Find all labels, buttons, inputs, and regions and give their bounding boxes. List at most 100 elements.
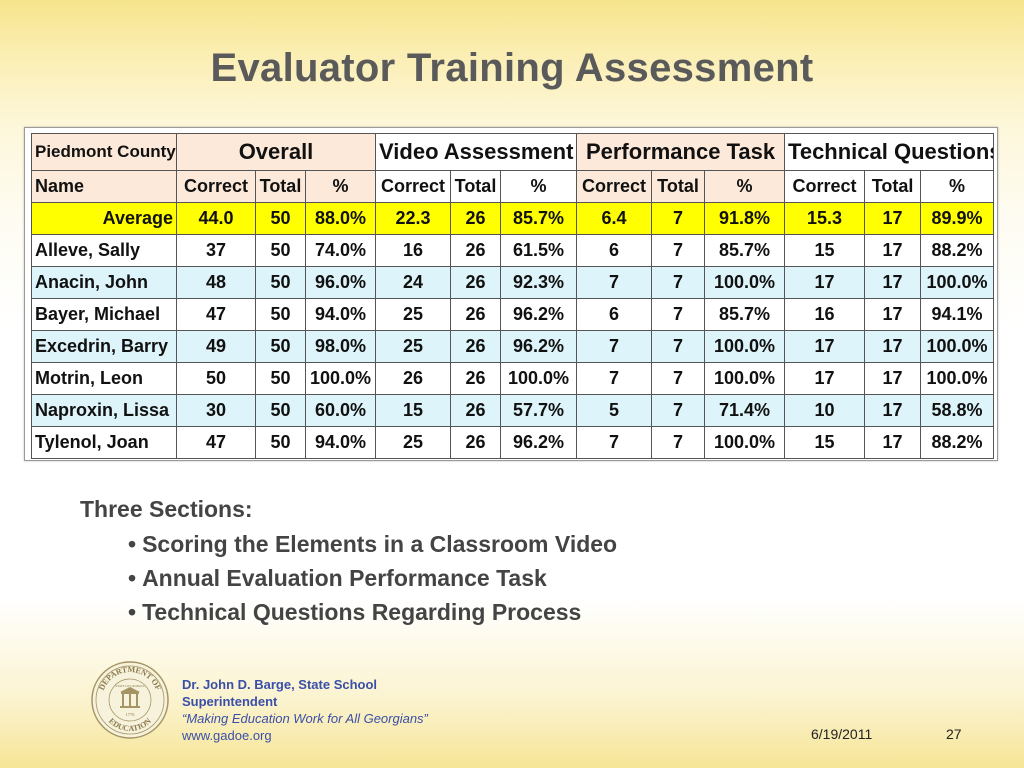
performance-correct-cell: 5 xyxy=(576,394,653,427)
list-item-text: Annual Evaluation Performance Task xyxy=(142,565,547,591)
sections-block: Three Sections: • Scoring the Elements in… xyxy=(80,496,617,629)
performance-percent-cell: 100.0% xyxy=(704,362,786,395)
overall-percent-cell: 60.0% xyxy=(305,394,376,427)
video-correct-cell: 24 xyxy=(375,266,451,299)
video-correct-cell: 26 xyxy=(375,362,451,395)
technical-percent-cell: 88.2% xyxy=(920,426,995,459)
superintendent-line-1: Dr. John D. Barge, State School xyxy=(182,677,378,692)
footer-tagline: “Making Education Work for All Georgians… xyxy=(182,711,428,726)
performance-correct-cell: 7 xyxy=(576,426,653,459)
video-total-cell: 26 xyxy=(450,394,501,427)
footer-url[interactable]: www.gadoe.org xyxy=(182,728,272,743)
video-correct-cell: 15 xyxy=(375,394,451,427)
average-overall-correct: 44.0 xyxy=(176,202,256,235)
overall-correct-header: Correct xyxy=(176,170,256,203)
technical-total-cell: 17 xyxy=(864,426,922,459)
performance-total-cell: 7 xyxy=(651,394,706,427)
video-total-cell: 26 xyxy=(450,362,501,395)
average-performance-correct: 6.4 xyxy=(576,202,653,235)
student-name: Motrin, Leon xyxy=(31,362,177,395)
overall-percent-cell: 94.0% xyxy=(305,298,376,331)
technical-percent-cell: 58.8% xyxy=(920,394,995,427)
overall-total-cell: 50 xyxy=(255,298,306,331)
performance-total-cell: 7 xyxy=(651,234,706,267)
performance-correct-cell: 7 xyxy=(576,362,653,395)
average-video-total: 26 xyxy=(450,202,501,235)
video-percent-cell: 96.2% xyxy=(499,330,578,363)
technical-total-cell: 17 xyxy=(864,298,922,331)
overall-total-cell: 50 xyxy=(255,394,306,427)
technical-percent-cell: 94.1% xyxy=(920,298,995,331)
section-overall-header: Overall xyxy=(176,133,376,171)
performance-correct-header: Correct xyxy=(576,170,653,203)
performance-percent-cell: 100.0% xyxy=(704,426,786,459)
video-percent-cell: 57.7% xyxy=(499,394,578,427)
overall-correct-cell: 49 xyxy=(176,330,256,363)
technical-correct-cell: 15 xyxy=(784,234,866,267)
student-name: Bayer, Michael xyxy=(31,298,177,331)
overall-percent-cell: 98.0% xyxy=(305,330,376,363)
performance-total-cell: 7 xyxy=(651,426,706,459)
video-percent-cell: 100.0% xyxy=(499,362,578,395)
technical-correct-cell: 16 xyxy=(784,298,866,331)
overall-correct-cell: 30 xyxy=(176,394,256,427)
table-row: Motrin, Leon 50 50 100.0% 26 26 100.0% 7 7 100.0%… xyxy=(31,362,995,395)
bullet-icon: • xyxy=(128,599,137,625)
technical-percent-cell: 88.2% xyxy=(920,234,995,267)
footer-info: Dr. John D. Barge, State School Superint… xyxy=(182,676,428,744)
seal-year: 1776 xyxy=(126,712,136,717)
average-technical-total: 17 xyxy=(864,202,922,235)
overall-total-header: Total xyxy=(255,170,306,203)
technical-correct-cell: 17 xyxy=(784,362,866,395)
average-overall-percent: 88.0% xyxy=(305,202,376,235)
average-technical-correct: 15.3 xyxy=(784,202,866,235)
overall-total-cell: 50 xyxy=(255,426,306,459)
video-total-cell: 26 xyxy=(450,426,501,459)
overall-percent-cell: 100.0% xyxy=(305,362,376,395)
video-correct-header: Correct xyxy=(375,170,451,203)
average-video-correct: 22.3 xyxy=(375,202,451,235)
performance-total-cell: 7 xyxy=(651,330,706,363)
performance-correct-cell: 6 xyxy=(576,298,653,331)
seal-inner-text: STATE OF GEORGIA xyxy=(115,684,145,688)
table-row: Tylenol, Joan 47 50 94.0% 25 26 96.2% 7 7 100.0% 1… xyxy=(31,426,995,459)
overall-correct-cell: 47 xyxy=(176,426,256,459)
list-item-text: Scoring the Elements in a Classroom Vide… xyxy=(142,531,618,557)
list-item: • Technical Questions Regarding Process xyxy=(128,595,617,629)
overall-total-cell: 50 xyxy=(255,330,306,363)
section-video-assessment-header: Video Assessment xyxy=(374,133,578,171)
video-correct-cell: 16 xyxy=(375,234,451,267)
average-overall-total: 50 xyxy=(255,202,306,235)
overall-correct-cell: 37 xyxy=(176,234,256,267)
average-label: Average xyxy=(31,202,177,235)
overall-percent-cell: 94.0% xyxy=(305,426,376,459)
average-technical-percent: 89.9% xyxy=(920,202,995,235)
overall-percent-header: % xyxy=(305,170,376,203)
performance-correct-cell: 7 xyxy=(576,266,653,299)
video-total-cell: 26 xyxy=(450,330,501,363)
video-percent-cell: 92.3% xyxy=(499,266,578,299)
video-correct-cell: 25 xyxy=(375,426,451,459)
performance-percent-cell: 71.4% xyxy=(704,394,786,427)
performance-total-header: Total xyxy=(651,170,706,203)
technical-total-cell: 17 xyxy=(864,234,922,267)
list-item-text: Technical Questions Regarding Process xyxy=(142,599,582,625)
section-performance-task-header: Performance Task xyxy=(576,133,786,171)
technical-total-cell: 17 xyxy=(864,394,922,427)
technical-total-cell: 17 xyxy=(864,266,922,299)
performance-percent-cell: 85.7% xyxy=(704,298,786,331)
section-header-row: Piedmont County Overall Video Assessment… xyxy=(31,133,995,171)
average-performance-total: 7 xyxy=(651,202,706,235)
section-technical-questions-header: Technical Questions xyxy=(784,133,995,171)
video-total-header: Total xyxy=(450,170,501,203)
overall-total-cell: 50 xyxy=(255,362,306,395)
technical-correct-cell: 17 xyxy=(784,266,866,299)
average-performance-percent: 91.8% xyxy=(704,202,786,235)
slide-date: 6/19/2011 xyxy=(811,726,873,742)
sections-heading: Three Sections: xyxy=(80,496,253,522)
overall-correct-cell: 48 xyxy=(176,266,256,299)
slide-title: Evaluator Training Assessment xyxy=(210,46,814,90)
technical-percent-header: % xyxy=(920,170,995,203)
department-seal-icon: DEPARTMENT OF EDUCATION STATE OF GEORGIA… xyxy=(91,661,169,739)
student-name: Naproxin, Lissa xyxy=(31,394,177,427)
